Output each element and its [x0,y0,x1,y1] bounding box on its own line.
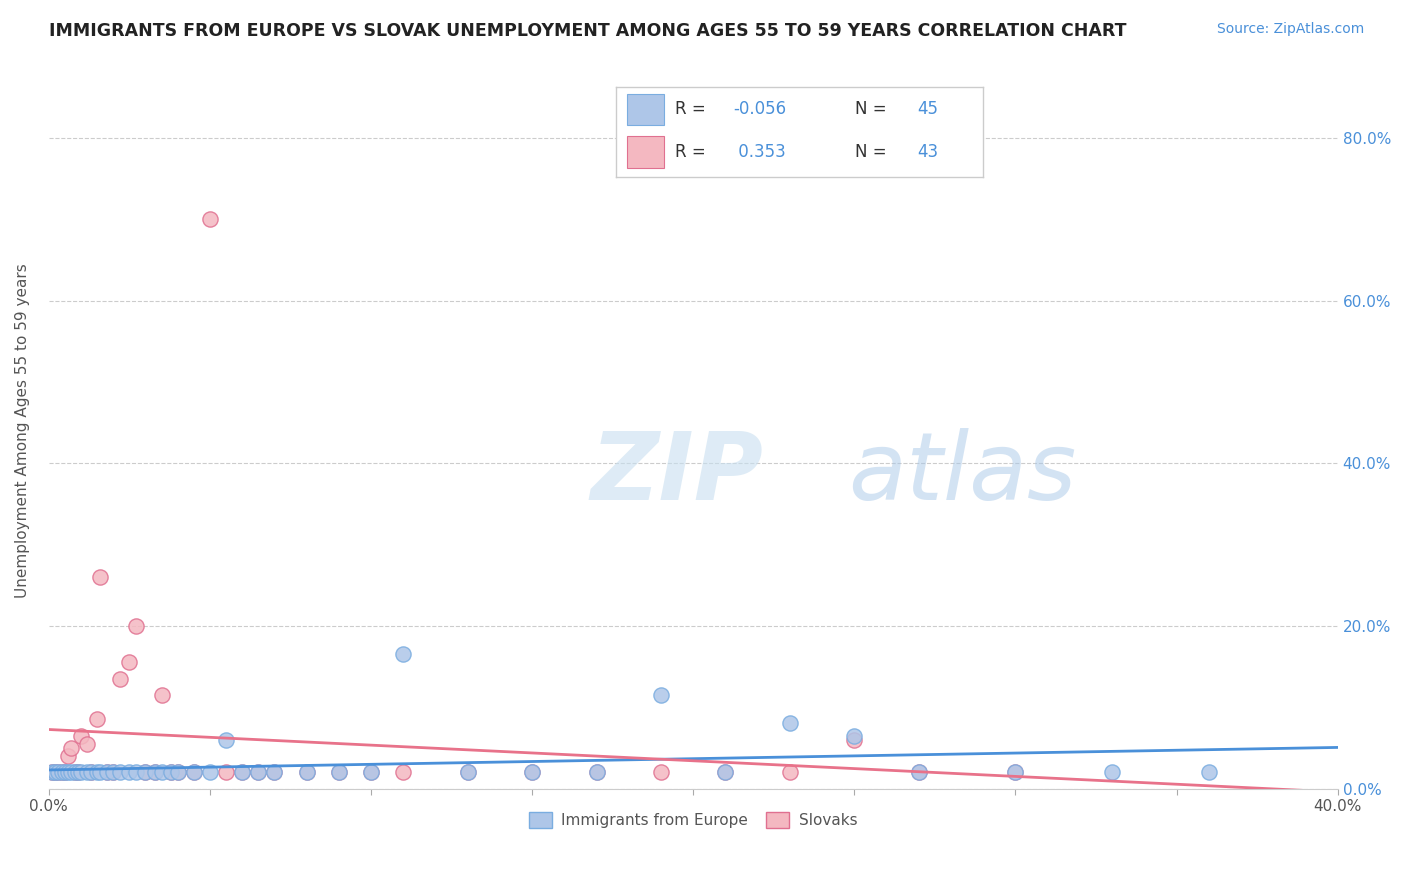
Point [1004,765,1026,780]
Point [215,765,238,780]
Point [96,765,118,780]
Point [48,765,70,780]
Point [457,765,479,780]
Point [183,765,205,780]
Point [844,732,866,747]
Point [263,765,285,780]
Point [125,765,148,780]
Point [231,765,253,780]
Point [41,765,63,780]
Point [134,765,156,780]
Point [360,765,382,780]
Point [48,765,70,780]
Point [295,765,318,780]
Point [779,716,801,731]
Point [89,570,111,584]
Point [44,765,66,780]
Legend: Immigrants from Europe, Slovaks: Immigrants from Europe, Slovaks [523,806,863,835]
Point [79,765,101,780]
Point [53,765,76,780]
Point [520,765,543,780]
Point [86,765,108,780]
Point [166,765,188,780]
Point [70,729,93,743]
Point [295,765,318,780]
Point [63,765,86,780]
Point [392,765,415,780]
Point [103,765,125,780]
Point [1198,765,1220,780]
Text: atlas: atlas [848,428,1076,519]
Point [160,765,183,780]
Point [134,765,156,780]
Point [76,765,98,780]
Y-axis label: Unemployment Among Ages 55 to 59 years: Unemployment Among Ages 55 to 59 years [15,263,30,599]
Point [70,765,93,780]
Point [520,765,543,780]
Point [96,765,118,780]
Point [392,648,415,662]
Point [56,765,79,780]
Point [125,619,148,633]
Point [103,765,125,780]
Point [79,765,101,780]
Point [76,737,98,751]
Point [779,765,801,780]
Point [86,713,108,727]
Point [63,765,86,780]
Point [183,765,205,780]
Point [89,765,111,780]
Point [108,672,131,686]
Point [360,765,382,780]
Point [650,688,672,702]
Point [44,765,66,780]
Point [51,765,73,780]
Point [143,765,166,780]
Point [1004,765,1026,780]
Point [160,765,183,780]
Point [118,765,141,780]
Point [198,212,221,227]
Point [650,765,672,780]
Point [198,765,221,780]
Point [215,732,238,747]
Point [714,765,737,780]
Point [247,765,270,780]
Point [56,749,79,764]
Text: ZIP: ZIP [591,427,763,520]
Point [66,765,89,780]
Point [328,765,350,780]
Point [585,765,607,780]
Point [263,765,285,780]
Point [166,765,188,780]
Point [714,765,737,780]
Point [247,765,270,780]
Point [1101,765,1123,780]
Point [150,688,173,702]
Point [844,729,866,743]
Point [150,765,173,780]
Point [231,765,253,780]
Point [143,765,166,780]
Point [328,765,350,780]
Point [66,765,89,780]
Text: Source: ZipAtlas.com: Source: ZipAtlas.com [1216,22,1364,37]
Point [118,656,141,670]
Text: IMMIGRANTS FROM EUROPE VS SLOVAK UNEMPLOYMENT AMONG AGES 55 TO 59 YEARS CORRELAT: IMMIGRANTS FROM EUROPE VS SLOVAK UNEMPLO… [49,22,1126,40]
Point [53,765,76,780]
Point [108,765,131,780]
Point [585,765,607,780]
Point [457,765,479,780]
Point [51,765,73,780]
Point [60,740,83,755]
Point [41,765,63,780]
Point [907,765,929,780]
Point [907,765,929,780]
Point [60,765,83,780]
